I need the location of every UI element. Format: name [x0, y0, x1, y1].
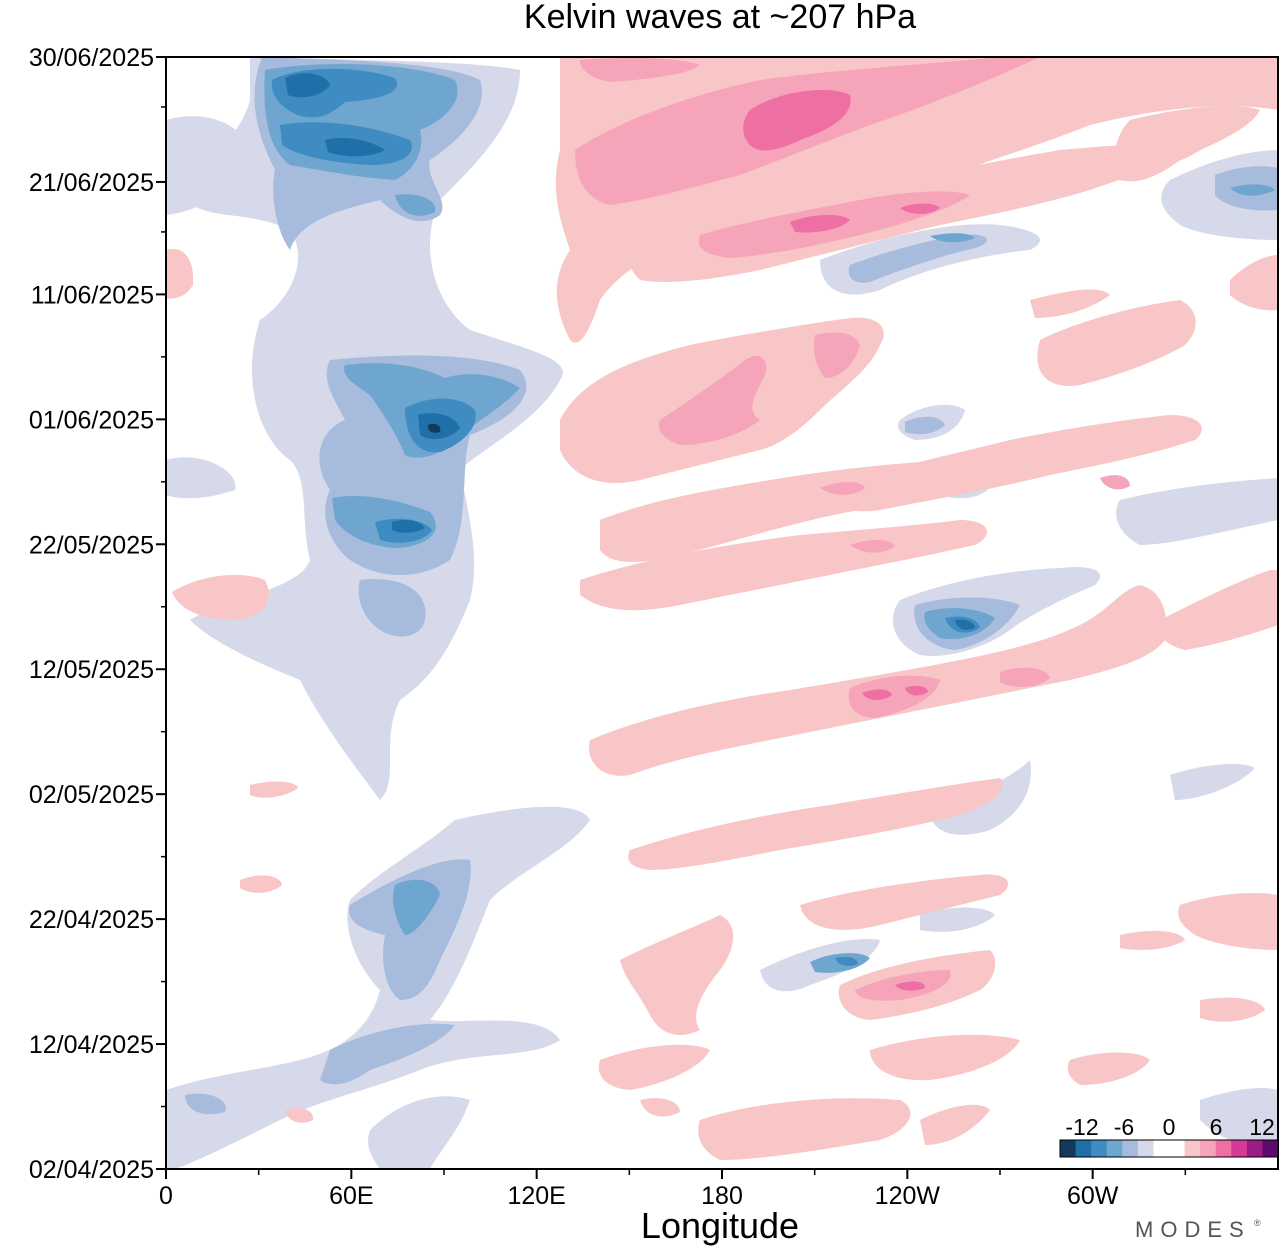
colorbar-swatch	[1091, 1140, 1108, 1157]
colorbar-label: 6	[1210, 1114, 1223, 1140]
y-tick-label: 12/04/2025	[29, 1031, 154, 1059]
negative-anomaly-indian-ocean	[166, 57, 563, 800]
negative-anomaly-april	[166, 806, 590, 1169]
colorbar-swatch	[1215, 1140, 1232, 1157]
y-axis: 02/04/2025 12/04/2025 22/04/2025 02/05/2025…	[29, 44, 166, 1184]
anomaly-contour-field	[166, 57, 1278, 1169]
positive-anomaly-pacific	[166, 57, 1278, 1160]
y-tick-label: 21/06/2025	[29, 169, 154, 197]
x-tick-label: 60E	[329, 1182, 373, 1210]
x-tick-label: 120W	[875, 1182, 941, 1210]
colorbar: -12 -6 0 6 12	[1059, 1114, 1279, 1158]
colorbar-swatch	[1262, 1140, 1279, 1157]
x-tick-label: 60W	[1067, 1182, 1119, 1210]
x-tick-label: 180	[701, 1182, 743, 1210]
colorbar-swatch	[1169, 1140, 1186, 1157]
colorbar-label: -12	[1065, 1114, 1098, 1140]
x-axis: 0 60E 120E 180 120W 60W	[159, 1169, 1187, 1210]
colorbar-swatch	[1246, 1140, 1263, 1157]
y-tick-label: 02/05/2025	[29, 781, 154, 809]
colorbar-swatch	[1106, 1140, 1123, 1157]
modes-logo-mark: ®	[1254, 1218, 1261, 1228]
y-tick-label: 12/05/2025	[29, 656, 154, 684]
y-tick-label: 30/06/2025	[29, 44, 154, 72]
colorbar-label: 12	[1249, 1114, 1275, 1140]
x-tick-label: 120E	[507, 1182, 565, 1210]
colorbar-swatch	[1137, 1140, 1154, 1157]
y-tick-label: 22/04/2025	[29, 906, 154, 934]
colorbar-label: 0	[1163, 1114, 1176, 1140]
y-tick-label: 11/06/2025	[31, 281, 154, 309]
colorbar-frame	[1059, 1139, 1279, 1158]
colorbar-swatch	[1153, 1140, 1170, 1157]
colorbar-swatch	[1060, 1140, 1077, 1157]
y-tick-label: 22/05/2025	[29, 531, 154, 559]
x-axis-label: Longitude	[641, 1205, 799, 1246]
colorbar-swatch	[1122, 1140, 1139, 1157]
colorbar-swatch	[1200, 1140, 1217, 1157]
colorbar-swatch	[1184, 1140, 1201, 1157]
colorbar-swatch	[1075, 1140, 1092, 1157]
colorbar-label: -6	[1114, 1114, 1134, 1140]
y-tick-label: 01/06/2025	[29, 406, 154, 434]
chart-title: Kelvin waves at ~207 hPa	[524, 0, 916, 36]
colorbar-swatch	[1231, 1140, 1248, 1157]
modes-logo-text: MODES	[1135, 1217, 1251, 1242]
x-tick-label: 0	[159, 1182, 173, 1210]
y-tick-label: 02/04/2025	[29, 1156, 154, 1184]
modes-logo: MODES ®	[1135, 1217, 1261, 1242]
